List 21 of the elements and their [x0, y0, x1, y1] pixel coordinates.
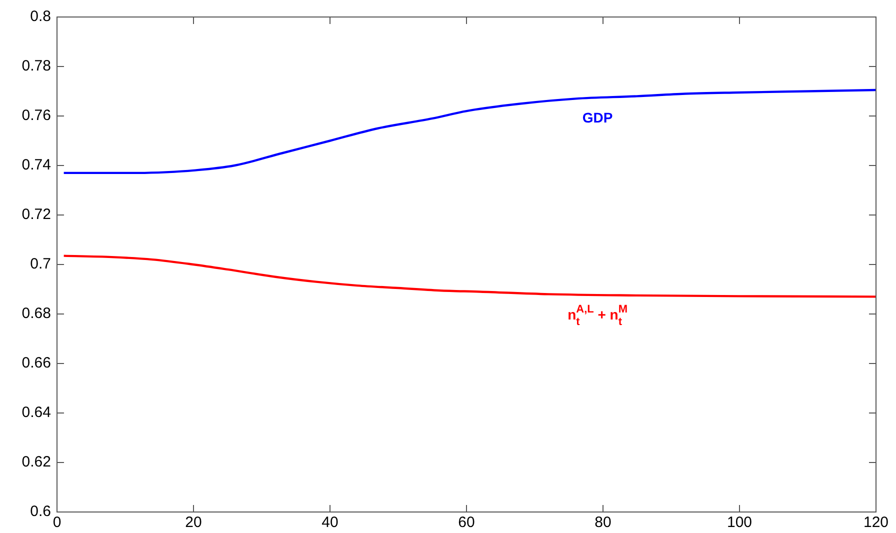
x-tick-label: 0 — [52, 514, 62, 532]
line-series — [62, 88, 876, 174]
x-tick-label: 100 — [726, 514, 752, 532]
y-tick-label: 0.66 — [22, 354, 51, 372]
y-tick-label: 0.64 — [22, 404, 51, 422]
y-tick-label: 0.62 — [22, 454, 51, 471]
y-tick-label: 0.6 — [30, 503, 51, 520]
y-tick-label: 0.78 — [22, 58, 51, 75]
x-tick-label: 60 — [458, 514, 475, 532]
line-series — [62, 254, 876, 298]
x-tick-label: 40 — [322, 514, 338, 532]
y-tick-label: 0.8 — [30, 8, 51, 26]
y-tick-label: 0.68 — [22, 305, 51, 322]
x-tick-label: 120 — [863, 514, 889, 532]
x-tick-label: 20 — [185, 514, 202, 532]
x-tick-label: 80 — [594, 514, 612, 532]
series-label: GDP — [582, 110, 613, 126]
y-tick-label: 0.7 — [30, 256, 51, 273]
y-tick-label: 0.72 — [22, 206, 51, 224]
y-tick-label: 0.74 — [22, 156, 51, 174]
y-tick-label: 0.76 — [22, 107, 51, 124]
